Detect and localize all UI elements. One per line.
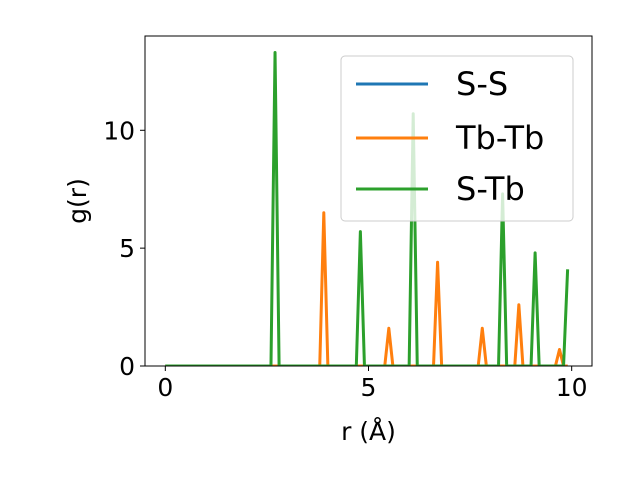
ticks-layer: 0 5 10 0 5 10 (103, 116, 587, 402)
y-tick-label: 0 (119, 352, 135, 381)
legend-label: S-Tb (456, 170, 525, 208)
legend-label: S-S (456, 65, 508, 103)
y-tick-label: 5 (119, 234, 135, 263)
x-tick-label: 0 (157, 373, 173, 402)
y-tick-label: 10 (103, 116, 135, 145)
x-axis-label: r (Å) (341, 417, 396, 446)
legend-label: Tb-Tb (455, 119, 544, 157)
y-axis-label: g(r) (63, 178, 92, 224)
legend: S-S Tb-Tb S-Tb (340, 55, 574, 222)
x-tick-label: 10 (556, 373, 588, 402)
x-tick-label: 5 (361, 373, 377, 402)
series-line-s-tb (165, 51, 570, 366)
series-layer (165, 51, 570, 366)
legend-box (340, 55, 574, 222)
